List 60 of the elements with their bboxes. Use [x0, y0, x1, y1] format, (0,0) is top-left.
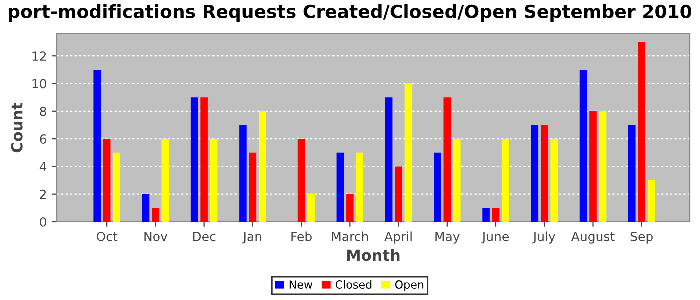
bar — [385, 98, 393, 222]
x-tick-label: Jan — [242, 232, 262, 244]
bar — [502, 139, 510, 222]
bar — [152, 208, 160, 222]
bar — [531, 125, 539, 222]
y-tick-label: 10 — [32, 79, 46, 89]
x-tick-label: Oct — [96, 232, 118, 242]
legend-label: Closed — [336, 280, 372, 289]
x-tick-label: April — [384, 232, 412, 244]
bar — [648, 180, 656, 222]
y-tick-label: 6 — [40, 134, 46, 144]
x-tick-label: August — [571, 232, 615, 244]
bar — [395, 166, 402, 222]
x-tick-label: March — [332, 232, 368, 242]
x-axis-title: Month — [348, 249, 400, 262]
y-tick-label: 8 — [40, 106, 46, 116]
bar — [162, 139, 170, 222]
bar — [628, 125, 636, 222]
bar — [453, 139, 461, 222]
y-tick-label: 0 — [40, 217, 46, 227]
bar — [113, 152, 120, 222]
bar — [190, 98, 198, 222]
bar — [599, 111, 607, 222]
bar — [404, 84, 412, 222]
bar — [638, 42, 646, 222]
bar — [434, 152, 442, 222]
bar — [356, 152, 364, 222]
bar — [308, 194, 315, 222]
bar — [580, 70, 588, 222]
bar — [249, 152, 257, 222]
chart-title: port-modifications Requests Created/Closed/Open September 2010 — [9, 4, 692, 22]
bar — [482, 208, 490, 222]
x-tick-label: Feb — [292, 232, 312, 242]
y-axis-title: Count — [11, 102, 23, 153]
x-tick-label: Dec — [193, 232, 216, 242]
x-tick-label: Nov — [144, 232, 168, 242]
bar — [103, 139, 111, 222]
bar — [142, 194, 150, 222]
bar — [336, 152, 344, 222]
x-tick-label: May — [436, 232, 460, 244]
y-tick-label: 12 — [32, 52, 46, 61]
y-tick-label: 2 — [40, 190, 46, 200]
bar — [298, 139, 306, 222]
legend-label: New — [290, 280, 313, 289]
bar — [210, 139, 218, 222]
y-tick-label: 4 — [40, 162, 47, 172]
bar — [590, 111, 597, 222]
bar — [346, 194, 354, 222]
bar — [240, 125, 247, 222]
bar — [200, 98, 208, 222]
x-tick-label: July — [532, 232, 556, 244]
x-tick-label: June — [482, 232, 509, 244]
bar — [492, 208, 500, 222]
bar — [94, 70, 101, 222]
x-tick-label: Sep — [630, 232, 653, 244]
bar — [444, 98, 452, 222]
legend-label: Open — [395, 280, 424, 292]
bar — [550, 139, 558, 222]
bar — [259, 111, 266, 222]
bar — [540, 125, 548, 222]
